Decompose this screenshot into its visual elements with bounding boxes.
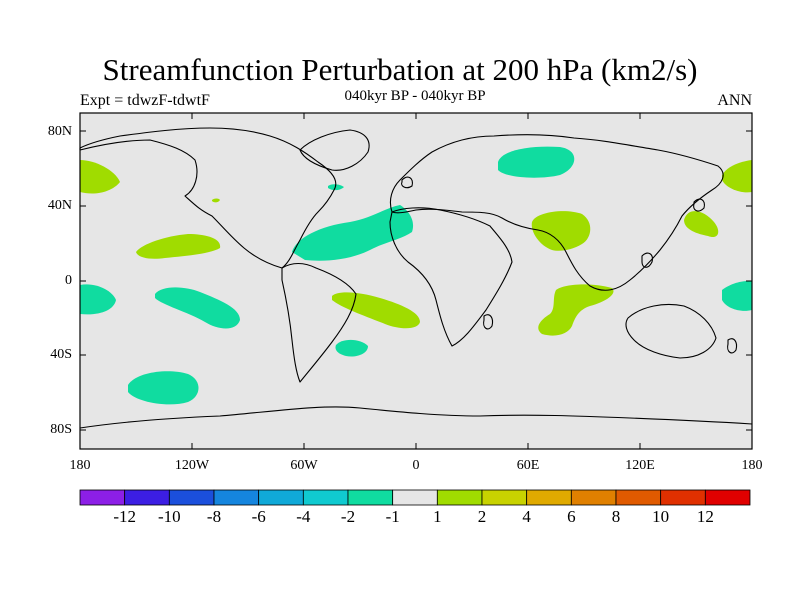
negative-anomaly-regions bbox=[80, 146, 752, 405]
positive-anomaly-regions bbox=[80, 160, 752, 336]
colorbar-box-9 bbox=[481, 489, 528, 506]
colorbar-label: 1 bbox=[433, 507, 442, 526]
colorbar-box-2 bbox=[168, 489, 215, 506]
colorbar-box-3 bbox=[213, 489, 260, 506]
colorbar-label: -12 bbox=[113, 507, 136, 526]
lon-tick-120e: 120E bbox=[625, 458, 655, 473]
british-isles-coast bbox=[401, 176, 413, 189]
anomaly-bering-east bbox=[722, 160, 752, 193]
eurasia-coast bbox=[389, 134, 724, 291]
lon-tick-180e: 180 bbox=[741, 458, 763, 473]
anomaly-greenland-sea bbox=[328, 184, 344, 191]
lat-tick-40s: 40S bbox=[50, 347, 72, 362]
anomaly-indian-ocean bbox=[538, 284, 614, 336]
colorbar-box-11 bbox=[570, 489, 617, 506]
lon-tick-60w: 60W bbox=[290, 458, 318, 473]
colorbar-box-8 bbox=[436, 489, 483, 506]
lat-tick-0: 0 bbox=[65, 273, 72, 288]
colorbar-box-10 bbox=[526, 489, 572, 506]
colorbar-box-13 bbox=[660, 489, 706, 506]
colorbar-box-14 bbox=[704, 489, 751, 506]
anomaly-small-atlantic bbox=[212, 198, 220, 203]
colorbar-box-7 bbox=[392, 489, 438, 506]
colorbar-label: 6 bbox=[567, 507, 576, 526]
south-america-coast bbox=[281, 262, 357, 383]
japan-coast bbox=[693, 198, 705, 212]
anomaly-north-siberia bbox=[498, 146, 575, 178]
philippines-coast bbox=[641, 252, 653, 268]
africa-coast bbox=[389, 207, 513, 347]
colorbar-label: 8 bbox=[611, 507, 621, 526]
colorbar-box-5 bbox=[302, 489, 349, 506]
lat-tick-80n: 80N bbox=[47, 124, 72, 139]
colorbar-label: -6 bbox=[251, 507, 266, 526]
anomaly-south-pacific bbox=[155, 287, 240, 329]
colorbar-box-12 bbox=[615, 489, 662, 506]
anomaly-east-pacific-tropical bbox=[722, 280, 752, 311]
colorbar-label: 2 bbox=[477, 507, 487, 526]
colorbar-label: -1 bbox=[385, 507, 400, 526]
anomaly-north-atlantic bbox=[292, 205, 414, 261]
anomaly-southern-pacific bbox=[128, 371, 199, 405]
coastlines bbox=[79, 127, 753, 429]
lon-tick-120w: 120W bbox=[174, 458, 210, 473]
colorbar-label: -2 bbox=[340, 507, 356, 526]
axis-ticks bbox=[80, 113, 752, 449]
anomaly-south-atlantic bbox=[335, 339, 368, 357]
australia-coast bbox=[625, 303, 717, 359]
colorbar-label: 4 bbox=[522, 507, 531, 526]
colorbar-label: -10 bbox=[157, 507, 181, 526]
madagascar-coast bbox=[483, 314, 494, 330]
antarctica-coast bbox=[79, 406, 753, 429]
colorbar-label: 12 bbox=[696, 507, 714, 526]
colorbar-box-6 bbox=[347, 489, 394, 506]
chart-title: Streamfunction Perturbation at 200 hPa (… bbox=[102, 52, 698, 87]
colorbar-label: 10 bbox=[652, 507, 670, 526]
anomaly-west-pacific bbox=[684, 211, 719, 238]
experiment-label: Expt = tdwzF-tdwtF bbox=[80, 92, 210, 109]
north-america-coast bbox=[79, 127, 337, 269]
colorbar-box-4 bbox=[258, 489, 304, 506]
anomaly-west-pacific-tropical bbox=[80, 284, 116, 315]
colorbar-box-0 bbox=[79, 489, 126, 506]
colorbar-label: -4 bbox=[296, 507, 311, 526]
lon-tick-180w: 180 bbox=[69, 458, 91, 473]
colorbar-box-1 bbox=[124, 489, 170, 506]
anomaly-east-pacific bbox=[136, 234, 221, 259]
new-zealand-coast bbox=[727, 338, 738, 354]
period-label: 040kyr BP - 040kyr BP bbox=[344, 88, 486, 104]
colorbar-label: -8 bbox=[206, 507, 222, 526]
lat-tick-80s: 80S bbox=[50, 422, 72, 437]
lon-tick-60e: 60E bbox=[516, 458, 540, 473]
colorbar bbox=[79, 489, 751, 506]
lon-tick-0: 0 bbox=[412, 458, 420, 473]
anomaly-south-asia bbox=[531, 211, 591, 251]
greenland-coast bbox=[299, 129, 370, 171]
season-label: ANN bbox=[717, 92, 752, 109]
anomaly-bering-west bbox=[80, 160, 120, 194]
lat-tick-40n: 40N bbox=[47, 198, 72, 213]
